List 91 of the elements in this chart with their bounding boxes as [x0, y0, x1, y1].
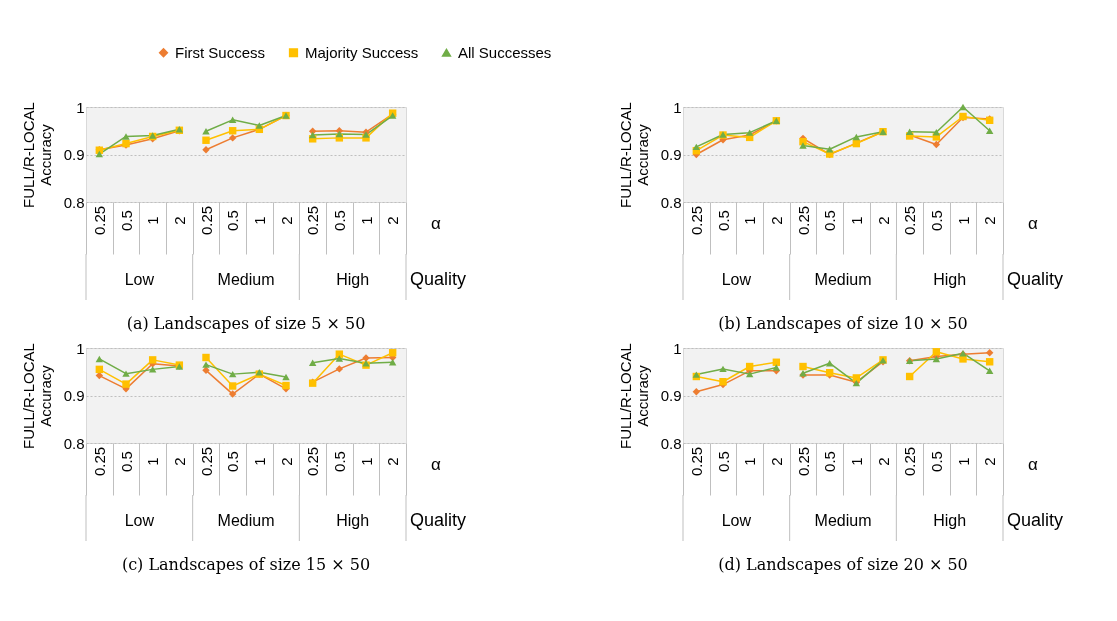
x-tick-label: 1 — [954, 216, 972, 225]
text: High — [336, 512, 370, 529]
x-tick-label: 1 — [847, 216, 865, 225]
x-tick-label: 0.5 — [224, 210, 242, 231]
text: Quality — [410, 510, 467, 530]
x-tick-label: 0.5 — [714, 210, 732, 231]
text: Quality — [1007, 510, 1064, 530]
x-tick-label: 0.5 — [714, 451, 732, 472]
x-tick-label: 0.25 — [687, 446, 705, 477]
x-tick-label: 2 — [170, 457, 188, 466]
x-tick-label: 2 — [277, 216, 295, 225]
x-tick-label: 0.25 — [304, 205, 322, 236]
x-tick-label: 1 — [144, 457, 162, 466]
x-tick-label: 2 — [384, 216, 402, 225]
y-tick-label: 0.8 — [660, 434, 682, 452]
y-axis-title: FULL/R-LOCAL Accuracy — [19, 343, 54, 449]
x-tick-label: 2 — [170, 216, 188, 225]
x-tick-label: 0.5 — [927, 451, 945, 472]
x-tick-label: 0.5 — [117, 451, 135, 472]
y-tick-label: 1 — [673, 339, 682, 357]
x-tick-label: 1 — [144, 216, 162, 225]
x-tick-label: 0.25 — [197, 446, 215, 477]
x-tick-label: 0.25 — [901, 205, 919, 236]
x-tick-label: 0.5 — [330, 451, 348, 472]
x-tick-label: 2 — [874, 457, 892, 466]
x-tick-label: 0.25 — [794, 446, 812, 477]
x-tick-label: 2 — [767, 216, 785, 225]
y-tick-label: 0.8 — [63, 193, 85, 211]
text: Quality — [1007, 269, 1064, 289]
x-tick-label: 0.5 — [821, 210, 839, 231]
x-tick-label: 0.5 — [821, 451, 839, 472]
text: Low — [124, 271, 155, 288]
text: High — [336, 271, 370, 288]
x-tick-label: 1 — [741, 216, 759, 225]
x-tick-label: 1 — [741, 457, 759, 466]
x-tick-label: 0.25 — [901, 446, 919, 477]
x-tick-label: 2 — [767, 457, 785, 466]
text: (a) Landscapes of size 5 × 50 — [126, 313, 366, 333]
text: Low — [124, 512, 155, 529]
x-tick-label: 0.5 — [927, 210, 945, 231]
x-tick-label: 1 — [357, 216, 375, 225]
y-tick-label: 0.9 — [63, 146, 85, 163]
y-tick-label: 1 — [673, 98, 682, 116]
y-axis-title: FULL/R-LOCAL Accuracy — [616, 343, 651, 449]
x-tick-label: 0.25 — [197, 205, 215, 236]
text: Medium — [814, 271, 872, 288]
y-tick-label: 1 — [76, 339, 85, 357]
text: (c) Landscapes of size 15 × 50 — [121, 554, 371, 574]
x-tick-label: 1 — [954, 457, 972, 466]
x-tick-label: 2 — [981, 216, 999, 225]
text: Low — [721, 512, 752, 529]
text: Quality — [410, 269, 467, 289]
text: Medium — [217, 271, 275, 288]
text: Medium — [814, 512, 872, 529]
x-tick-label: 0.25 — [687, 205, 705, 236]
x-tick-label: 2 — [277, 457, 295, 466]
x-tick-label: 1 — [357, 457, 375, 466]
x-axis-title: α — [431, 455, 441, 474]
x-tick-label: 0.5 — [330, 210, 348, 231]
x-tick-label: 0.5 — [117, 210, 135, 231]
y-axis-title: FULL/R-LOCAL Accuracy — [616, 102, 651, 208]
text: Medium — [217, 512, 275, 529]
y-tick-label: 0.9 — [660, 387, 682, 404]
x-axis-title: α — [1028, 214, 1038, 233]
legend-label: Majority Success — [305, 43, 419, 61]
legend-label: First Success — [175, 43, 266, 61]
x-tick-label: 0.25 — [90, 205, 108, 236]
y-tick-label: 0.8 — [63, 434, 85, 452]
y-tick-label: 0.9 — [63, 387, 85, 404]
x-tick-label: 2 — [981, 457, 999, 466]
text: High — [933, 271, 967, 288]
x-tick-label: 1 — [847, 457, 865, 466]
x-axis-title: α — [431, 214, 441, 233]
y-tick-label: 0.8 — [660, 193, 682, 211]
x-tick-label: 0.25 — [90, 446, 108, 477]
x-tick-label: 0.5 — [224, 451, 242, 472]
y-tick-label: 0.9 — [660, 146, 682, 163]
x-tick-label: 0.25 — [794, 205, 812, 236]
y-tick-label: 1 — [76, 98, 85, 116]
x-tick-label: 2 — [874, 216, 892, 225]
text: High — [933, 512, 967, 529]
text: (b) Landscapes of size 10 × 50 — [718, 313, 968, 333]
x-axis-title: α — [1028, 455, 1038, 474]
x-tick-label: 2 — [384, 457, 402, 466]
x-tick-label: 1 — [250, 216, 268, 225]
text: (d) Landscapes of size 20 × 50 — [718, 554, 968, 574]
x-tick-label: 0.25 — [304, 446, 322, 477]
legend-label: All Successes — [458, 43, 552, 61]
x-tick-label: 1 — [250, 457, 268, 466]
y-axis-title: FULL/R-LOCAL Accuracy — [19, 102, 54, 208]
text: Low — [721, 271, 752, 288]
